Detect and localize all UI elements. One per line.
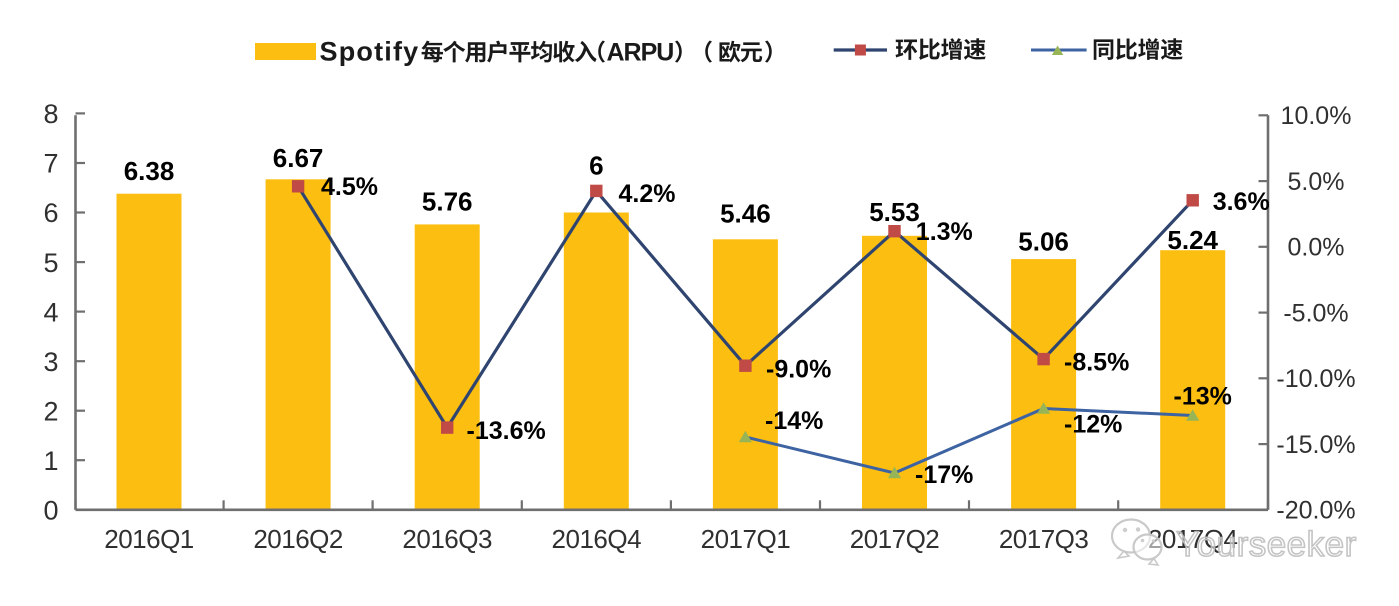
svg-text:2017Q1: 2017Q1 <box>701 524 791 554</box>
svg-text:3: 3 <box>43 347 58 377</box>
svg-text:-5.0%: -5.0% <box>1283 299 1348 327</box>
svg-text:-13%: -13% <box>1174 383 1232 411</box>
svg-text:7: 7 <box>43 149 58 179</box>
svg-text:2016Q1: 2016Q1 <box>104 524 194 554</box>
svg-text:0: 0 <box>43 496 58 526</box>
svg-text:5.46: 5.46 <box>720 199 771 229</box>
svg-text:4.2%: 4.2% <box>619 180 676 208</box>
svg-text:-8.5%: -8.5% <box>1064 348 1129 376</box>
svg-text:2016Q3: 2016Q3 <box>402 524 492 554</box>
svg-text:5.53: 5.53 <box>869 197 920 227</box>
svg-text:6: 6 <box>43 198 58 228</box>
svg-text:8: 8 <box>43 99 58 129</box>
svg-text:-13.6%: -13.6% <box>467 417 546 445</box>
svg-text:-20.0%: -20.0% <box>1276 497 1355 525</box>
svg-text:-14%: -14% <box>765 407 823 435</box>
svg-text:4.5%: 4.5% <box>321 173 378 201</box>
svg-text:6.67: 6.67 <box>273 143 324 173</box>
svg-text:2017Q2: 2017Q2 <box>850 524 940 554</box>
svg-text:5.0%: 5.0% <box>1288 168 1345 196</box>
svg-text:1: 1 <box>43 446 58 476</box>
svg-text:6: 6 <box>589 150 603 180</box>
svg-text:5.76: 5.76 <box>422 187 473 217</box>
svg-text:4: 4 <box>43 297 58 327</box>
svg-text:ARPU: ARPU <box>607 39 674 67</box>
svg-text:0.0%: 0.0% <box>1288 234 1345 262</box>
svg-text:2017Q3: 2017Q3 <box>999 524 1089 554</box>
svg-text:Spotify: Spotify <box>320 37 420 67</box>
svg-text:2016Q2: 2016Q2 <box>253 524 343 554</box>
svg-text:5: 5 <box>43 248 58 278</box>
svg-text:-10.0%: -10.0% <box>1276 365 1355 393</box>
svg-text:Yourseeker: Yourseeker <box>1176 525 1357 564</box>
svg-text:2017Q4: 2017Q4 <box>1148 524 1238 554</box>
svg-text:1.3%: 1.3% <box>916 218 973 246</box>
svg-text:2016Q4: 2016Q4 <box>552 524 642 554</box>
svg-text:6.38: 6.38 <box>124 156 175 186</box>
svg-text:-9.0%: -9.0% <box>766 355 831 383</box>
svg-text:5.06: 5.06 <box>1018 226 1069 256</box>
svg-text:10.0%: 10.0% <box>1281 102 1352 130</box>
svg-text:5.24: 5.24 <box>1167 225 1218 255</box>
svg-text:-12%: -12% <box>1064 411 1122 439</box>
svg-text:3.6%: 3.6% <box>1213 188 1270 216</box>
svg-text:-15.0%: -15.0% <box>1276 431 1355 459</box>
svg-text:-17%: -17% <box>915 461 973 489</box>
svg-text:2: 2 <box>43 396 58 426</box>
